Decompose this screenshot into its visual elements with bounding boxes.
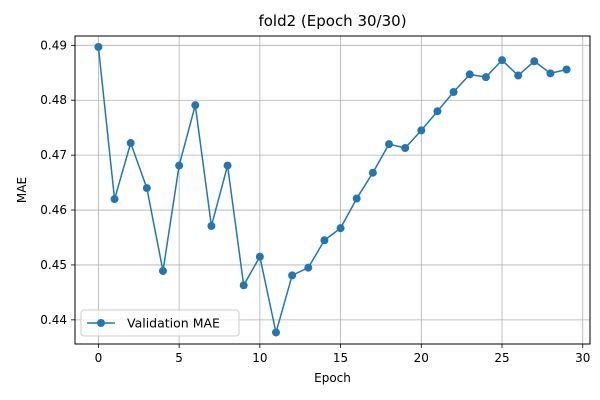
- data-point: [191, 101, 200, 110]
- data-point: [449, 88, 458, 96]
- grid-layer: [75, 36, 590, 344]
- data-point: [320, 236, 329, 245]
- x-tick-label: 10: [252, 351, 267, 365]
- y-tick-label: 0.49: [40, 38, 67, 52]
- data-point: [304, 263, 313, 272]
- data-point: [433, 107, 442, 116]
- data-point: [255, 252, 264, 261]
- data-point: [175, 161, 184, 170]
- data-point: [401, 144, 410, 152]
- y-axis-label: MAE: [15, 177, 29, 203]
- x-tick-label: 20: [414, 351, 429, 365]
- series-layer: [94, 42, 571, 337]
- chart-title: fold2 (Epoch 30/30): [258, 12, 406, 30]
- legend-label: Validation MAE: [127, 316, 220, 331]
- x-tick-label: 25: [494, 351, 509, 365]
- data-point: [336, 224, 345, 233]
- data-point: [546, 69, 555, 78]
- data-point: [498, 56, 507, 65]
- data-point: [158, 266, 167, 275]
- x-tick-label: 5: [175, 351, 183, 365]
- y-tick-label: 0.45: [40, 258, 67, 272]
- data-point: [142, 184, 151, 193]
- x-tick-label: 15: [333, 351, 348, 365]
- legend: Validation MAE: [80, 309, 240, 337]
- data-point: [514, 71, 523, 80]
- data-point: [481, 73, 490, 82]
- data-point: [368, 168, 377, 177]
- data-point: [94, 42, 103, 51]
- y-tick-label: 0.48: [40, 93, 67, 107]
- x-tick-label: 30: [575, 351, 590, 365]
- data-point: [465, 70, 474, 79]
- plot-frame: [74, 35, 591, 345]
- x-tick-label: 0: [95, 351, 103, 365]
- ticks-layer: 0 5 10 15 20 25 30 0.44 0.45 0.46 0.47 0.48 0.49: [40, 38, 590, 365]
- y-tick-label: 0.44: [40, 313, 67, 327]
- data-point: [530, 57, 539, 66]
- y-tick-label: 0.46: [40, 203, 67, 217]
- data-point: [223, 161, 232, 170]
- data-point: [385, 140, 394, 149]
- data-point: [110, 195, 119, 204]
- legend-box: [80, 309, 240, 337]
- data-point: [288, 271, 297, 280]
- data-point: [271, 328, 280, 337]
- data-point: [126, 139, 135, 148]
- data-point: [239, 281, 248, 290]
- y-tick-label: 0.47: [40, 148, 67, 162]
- series-line: [97, 46, 567, 333]
- x-axis-label: Epoch: [314, 371, 351, 385]
- legend-marker-swatch: [97, 319, 105, 327]
- data-point: [417, 126, 426, 135]
- data-point: [562, 65, 571, 74]
- data-point: [352, 194, 361, 203]
- data-point: [207, 221, 216, 230]
